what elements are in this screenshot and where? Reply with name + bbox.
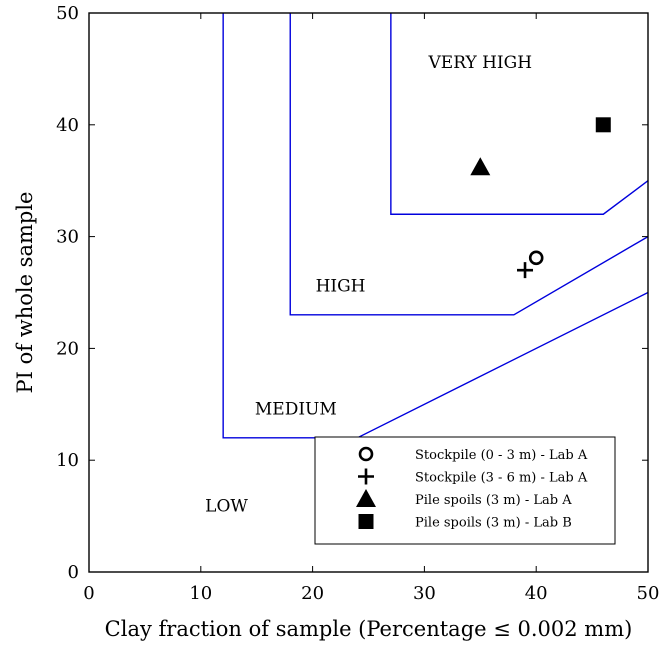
y-tick-label: 50 bbox=[56, 3, 79, 24]
boundary-high-very-high bbox=[390, 13, 649, 215]
y-tick-label: 0 bbox=[68, 562, 79, 583]
y-axis-label: PI of whole sample bbox=[13, 192, 37, 394]
y-tick-label: 10 bbox=[56, 450, 79, 471]
legend-entry-label: Pile spoils (3 m) - Lab A bbox=[415, 493, 572, 508]
x-tick-label: 0 bbox=[83, 583, 94, 604]
legend-marker-circle bbox=[358, 446, 374, 462]
legend-entry-label: Stockpile (3 - 6 m) - Lab A bbox=[415, 471, 588, 486]
x-tick-label: 50 bbox=[637, 583, 660, 604]
plot-frame bbox=[88, 12, 649, 573]
legend-marker-square bbox=[358, 514, 374, 529]
region-labels: VERY HIGH HIGH MEDIUM LOW bbox=[205, 53, 532, 517]
y-tick-label: 20 bbox=[56, 338, 79, 359]
data-point-plus bbox=[517, 262, 534, 279]
data-points bbox=[470, 117, 611, 279]
x-tick-label: 30 bbox=[413, 583, 436, 604]
legend-marker-plus bbox=[358, 468, 374, 485]
axis-ticks: 0 10 20 30 40 50 0 10 20 30 40 50 bbox=[56, 3, 659, 604]
data-point-square bbox=[595, 117, 611, 133]
x-axis-label: Clay fraction of sample (Percentage ≤ 0.… bbox=[105, 617, 633, 641]
data-point-triangle bbox=[470, 157, 491, 176]
boundary-low-medium bbox=[222, 13, 649, 439]
classification-boundaries bbox=[222, 13, 649, 439]
x-tick-label: 20 bbox=[301, 583, 324, 604]
legend: Stockpile (0 - 3 m) - Lab A Stockpile (3 … bbox=[314, 436, 616, 545]
legend-entry-label: Pile spoils (3 m) - Lab B bbox=[415, 516, 572, 531]
region-label: HIGH bbox=[316, 276, 366, 296]
region-label: LOW bbox=[205, 497, 248, 517]
y-tick-label: 30 bbox=[56, 227, 79, 248]
y-tick-label: 40 bbox=[56, 115, 79, 136]
boundary-medium-high bbox=[289, 13, 649, 316]
plot-area-border bbox=[88, 12, 649, 573]
region-label: VERY HIGH bbox=[428, 53, 533, 73]
region-label: MEDIUM bbox=[255, 399, 337, 419]
x-tick-label: 40 bbox=[525, 583, 548, 604]
legend-marker-triangle bbox=[356, 489, 376, 507]
legend-entry-label: Stockpile (0 - 3 m) - Lab A bbox=[415, 448, 588, 463]
x-tick-label: 10 bbox=[189, 583, 212, 604]
data-point-circle bbox=[528, 250, 544, 266]
